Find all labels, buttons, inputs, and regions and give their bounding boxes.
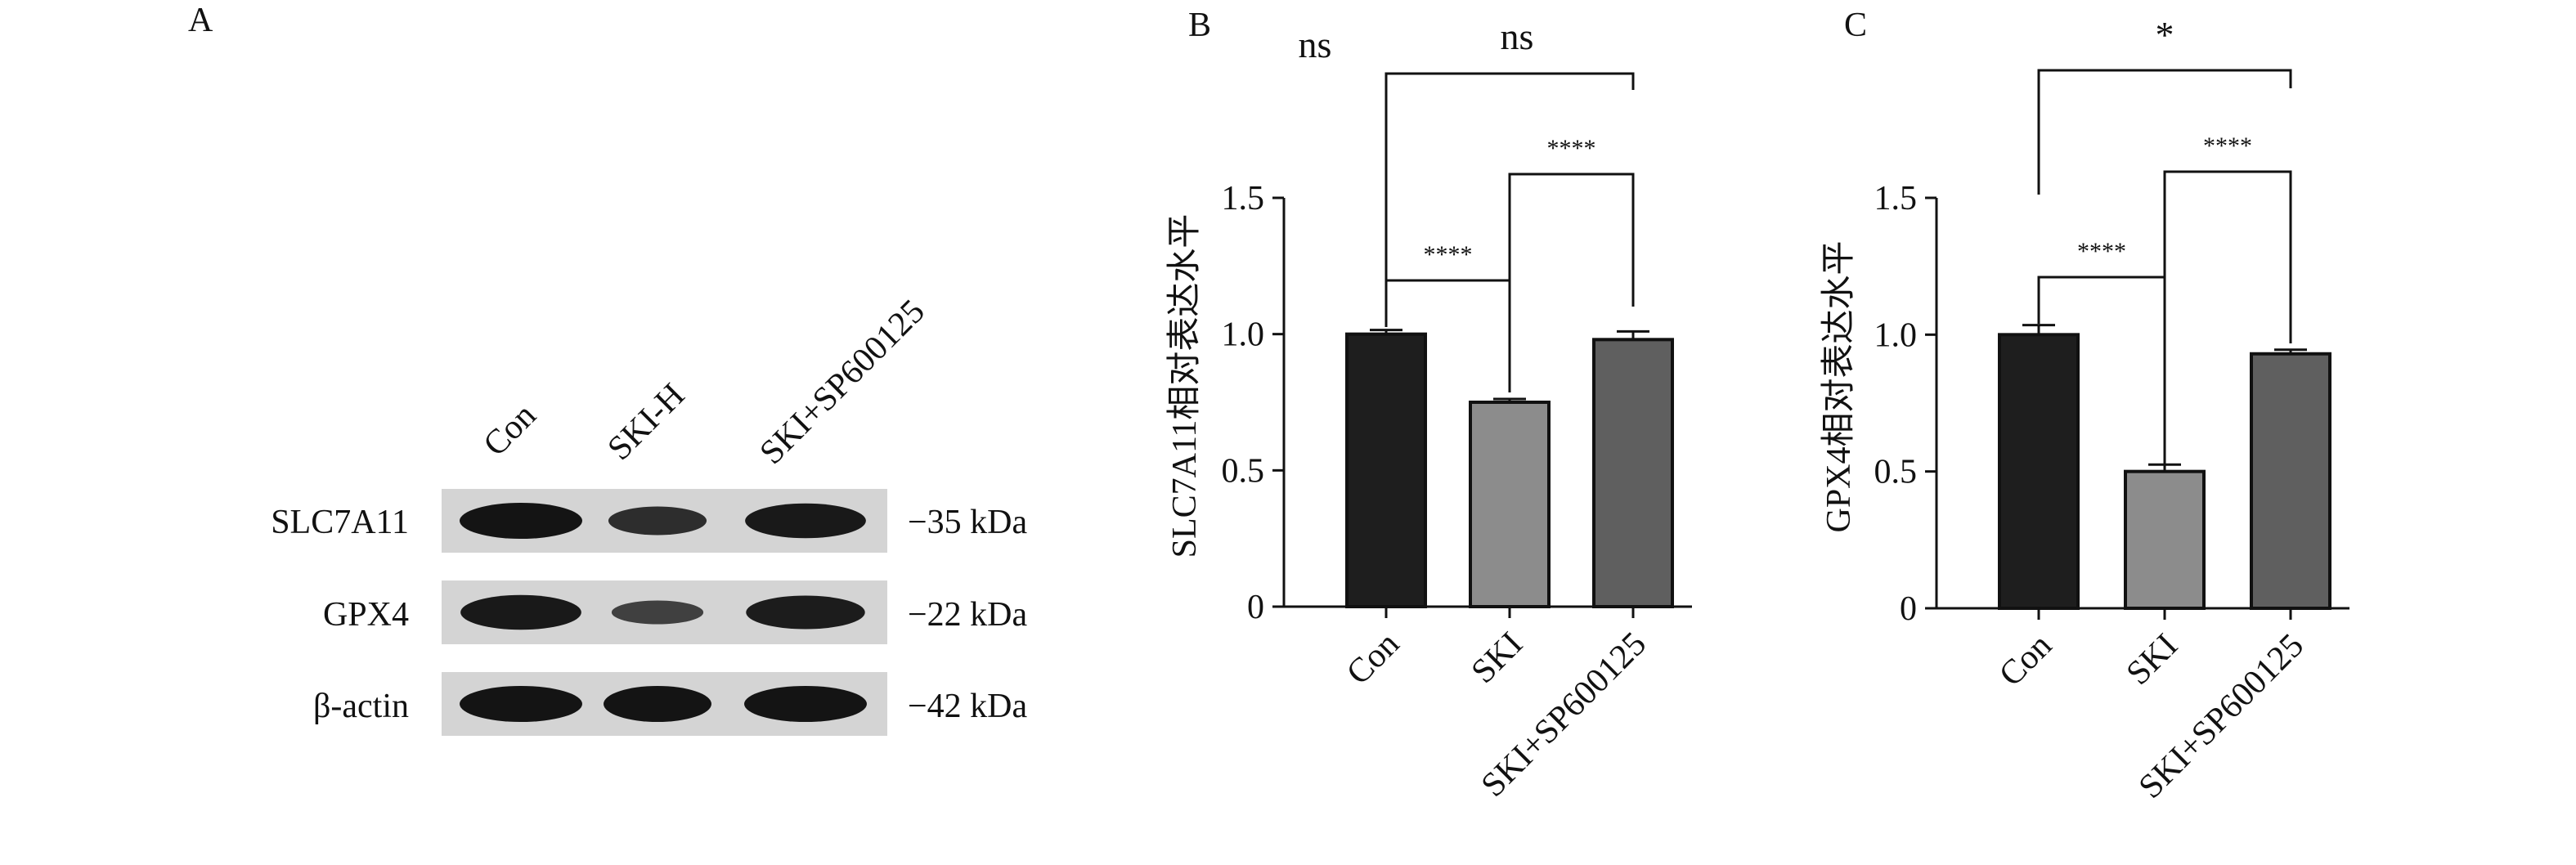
protein-label-beta-actin: β-actin [313, 688, 409, 725]
lane-label-ski-h: SKI-H [601, 376, 693, 468]
y-tick-label: 0.5 [1874, 454, 1918, 491]
blot-strips [442, 489, 887, 736]
y-tick-label: 0 [1900, 590, 1917, 628]
protein-label-slc7a11: SLC7A11 [271, 504, 409, 541]
significance-label: ns [1501, 16, 1534, 57]
significance-label: **** [2203, 132, 2252, 159]
bar [1592, 338, 1674, 608]
blot-band [746, 595, 865, 630]
x-tick-label: Con [1340, 625, 1407, 692]
y-axis-title: SLC7A11相对表达水平 [1166, 214, 1204, 558]
bar [1469, 401, 1551, 608]
x-tick-label: SKI [1465, 625, 1530, 691]
size-label-slc7a11: −35 kDa [908, 504, 1028, 541]
bar [1998, 333, 2080, 610]
significance-bracket [2037, 69, 2292, 195]
y-tick-label: 1.5 [1874, 180, 1918, 217]
y-axis-title: GPX4相对表达水平 [1820, 240, 1858, 532]
blot-band [608, 506, 707, 536]
panel-letter-c: C [1844, 7, 1867, 44]
y-tick-label: 0 [1247, 589, 1264, 626]
blot-band [745, 503, 866, 539]
size-label-gpx4: −22 kDa [908, 596, 1028, 634]
x-tick-label: SKI [2120, 627, 2185, 692]
blot-band [460, 503, 582, 539]
bar [1345, 332, 1427, 608]
significance-label: **** [2077, 238, 2126, 265]
blot-band [611, 600, 704, 625]
y-tick-label: 1.0 [1222, 316, 1265, 354]
western-blot-panel: Con SKI-H SKI+SP600125 SLC7A11 GPX4 β-ac… [271, 293, 1028, 736]
bar [2124, 469, 2206, 611]
significance-bracket [1384, 72, 1635, 304]
panel-letter-a: A [188, 2, 213, 39]
significance-label: * [2156, 14, 2174, 56]
significance-label: **** [1547, 135, 1596, 162]
blot-band [460, 686, 582, 722]
bar [2250, 352, 2331, 610]
lane-label-con: Con [477, 397, 544, 464]
significance-bracket [1508, 173, 1635, 388]
extra-annotation: ns [1299, 24, 1332, 65]
y-tick-label: 0.5 [1222, 452, 1265, 490]
panel-letter-b: B [1188, 7, 1211, 44]
significance-bracket [2163, 170, 2292, 462]
blot-band [744, 686, 867, 722]
y-tick-label: 1.5 [1222, 180, 1265, 217]
blot-band [604, 686, 711, 722]
significance-label: **** [1424, 241, 1473, 268]
blot-band [460, 594, 581, 630]
y-tick-label: 1.0 [1874, 316, 1918, 354]
lane-label-ski-sp600125: SKI+SP600125 [753, 293, 932, 472]
protein-label-gpx4: GPX4 [323, 596, 409, 634]
size-label-beta-actin: −42 kDa [908, 688, 1028, 725]
x-tick-label: Con [1992, 627, 2059, 694]
